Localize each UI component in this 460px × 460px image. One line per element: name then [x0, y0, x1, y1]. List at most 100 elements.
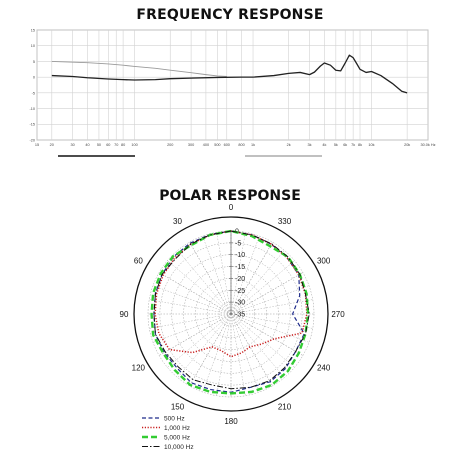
radial-spoke	[158, 313, 232, 356]
radial-tick-label: -10	[235, 252, 245, 259]
radial-tick-label: -35	[235, 312, 245, 319]
x-tick-label: 600	[224, 143, 230, 147]
radial-spoke	[152, 313, 232, 343]
x-tick-label: 7k	[351, 143, 355, 147]
radial-spoke	[230, 285, 310, 315]
radial-spoke	[230, 313, 310, 343]
radial-spoke	[189, 241, 232, 315]
angle-label: 210	[278, 402, 292, 411]
polar-curve-2	[154, 230, 308, 358]
radial-spoke	[202, 235, 232, 315]
y-tick-label: 5	[33, 60, 35, 64]
angle-label: 90	[120, 310, 129, 319]
legend-label: 5,000 Hz	[164, 434, 190, 441]
radial-spoke	[230, 313, 273, 387]
x-tick-label: 30	[71, 143, 75, 147]
x-tick-label: 3k	[308, 143, 312, 147]
radial-spoke	[230, 313, 295, 368]
radial-spoke	[230, 313, 285, 378]
x-tick-label: 50	[97, 143, 101, 147]
radial-spoke	[177, 313, 232, 378]
x-tick-label: 400	[203, 143, 209, 147]
angle-label: 150	[171, 402, 185, 411]
response-curve-1	[51, 60, 227, 77]
radial-spoke	[158, 272, 232, 315]
radial-spoke	[189, 313, 232, 387]
x-tick-label: 100	[131, 143, 137, 147]
x-tick-label: 300	[188, 143, 194, 147]
radial-spoke	[230, 260, 295, 315]
x-tick-label: 200	[167, 143, 173, 147]
response-curve-2	[51, 54, 408, 94]
y-tick-label: 15	[31, 28, 35, 32]
y-tick-label: -5	[32, 91, 35, 95]
x-tick-label: 8k	[358, 143, 362, 147]
angle-label: 60	[134, 256, 143, 265]
polar-curve-1	[153, 230, 305, 393]
radial-ring	[159, 242, 303, 386]
radial-spoke	[167, 313, 232, 368]
x-tick-label: 6k	[343, 143, 347, 147]
frequency-response-title: FREQUENCY RESPONSE	[136, 7, 324, 23]
angle-label: 240	[317, 363, 331, 372]
x-tick-label: 40	[85, 143, 89, 147]
radial-ring	[183, 266, 279, 362]
radial-spoke	[230, 313, 246, 396]
radial-spoke	[230, 235, 260, 315]
radial-spoke	[202, 313, 232, 393]
x-tick-label: 30.0k Hz	[421, 143, 436, 147]
radial-spoke	[149, 313, 232, 329]
radial-spoke	[216, 313, 232, 396]
radial-spoke	[216, 232, 232, 315]
radial-ring	[218, 301, 244, 327]
x-tick-label: 20k	[404, 143, 410, 147]
x-tick-label: 70	[114, 143, 118, 147]
x-tick-label: 4k	[322, 143, 326, 147]
x-tick-label: 80	[121, 143, 125, 147]
y-tick-label: 0	[33, 76, 35, 80]
radial-spoke	[230, 232, 246, 315]
x-tick-label: 20	[50, 143, 54, 147]
radial-spoke	[177, 250, 232, 315]
legend-label: 500 Hz	[164, 415, 185, 422]
radial-ring	[147, 230, 315, 398]
x-tick-label: 2k	[287, 143, 291, 147]
angle-label: 180	[224, 417, 238, 426]
radial-spoke	[152, 285, 232, 315]
outer-ring	[133, 216, 329, 412]
radial-ring	[207, 290, 255, 338]
frequency-response-chart: 15 20 30 40 50 60 70 80 100 200 300 400 500 600 800 1k 2…	[30, 28, 436, 157]
radial-tick-label: -5	[235, 240, 241, 247]
radial-tick-label: -25	[235, 288, 245, 295]
radial-ring	[195, 278, 267, 350]
radial-spoke	[230, 241, 273, 315]
radial-spoke	[230, 313, 260, 393]
radial-spoke	[149, 299, 232, 315]
radial-spoke	[167, 260, 232, 315]
legend-label: 10,000 Hz	[164, 444, 194, 451]
polar-curve-4	[153, 230, 310, 390]
radial-tick-label: -15	[235, 264, 245, 271]
x-tick-label: 1k	[251, 143, 255, 147]
radial-spoke	[230, 299, 313, 315]
radial-spoke	[230, 250, 285, 315]
angle-label: 0	[229, 203, 234, 212]
x-tick-label: 800	[238, 143, 244, 147]
plot-frame	[36, 29, 429, 141]
angle-label: 120	[132, 363, 146, 372]
x-tick-label: 15	[35, 143, 39, 147]
y-tick-label: 10	[31, 44, 35, 48]
y-tick-label: -20	[30, 138, 36, 142]
radial-spoke	[230, 313, 313, 329]
radial-ring	[171, 254, 291, 374]
y-tick-label: -15	[30, 123, 36, 127]
angle-label: 330	[278, 217, 292, 226]
x-tick-label: 60	[106, 143, 110, 147]
x-tick-label: 5k	[334, 143, 338, 147]
y-tick-label: -10	[30, 107, 36, 111]
radial-tick-label: 0	[235, 229, 239, 236]
angle-label: 270	[331, 310, 345, 319]
x-tick-label: 500	[214, 143, 220, 147]
polar-curve-3	[150, 229, 310, 395]
x-tick-label: 10k	[368, 143, 374, 147]
